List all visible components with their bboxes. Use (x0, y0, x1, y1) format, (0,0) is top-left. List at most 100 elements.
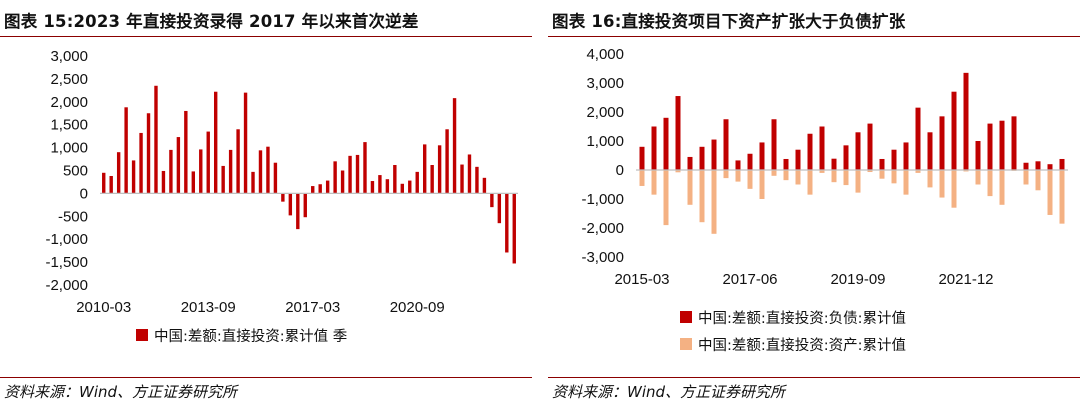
bar (251, 171, 255, 194)
bar (266, 146, 270, 194)
bar (116, 152, 121, 194)
bar (951, 170, 957, 208)
y-tick-label: 2,000 (50, 94, 88, 111)
bar (333, 161, 337, 194)
bar (855, 132, 861, 170)
bar (711, 170, 717, 234)
y-tick-label: 0 (616, 162, 624, 179)
bar (639, 146, 645, 170)
bar (258, 150, 263, 194)
bar (915, 107, 921, 170)
bar (987, 170, 993, 197)
bar (378, 175, 382, 194)
bar (999, 170, 1005, 205)
y-tick-label: 3,000 (586, 75, 624, 92)
bar (939, 170, 945, 198)
bar (699, 146, 705, 170)
chart-title: 图表 15:2023 年直接投资录得 2017 年以来首次逆差 (4, 12, 419, 31)
y-tick-label: 4,000 (586, 46, 624, 63)
bar (975, 141, 981, 170)
bar (131, 160, 136, 194)
x-tick-label: 2019-09 (830, 271, 885, 288)
bar (903, 170, 909, 195)
y-tick-label: -1,500 (45, 254, 88, 271)
bar (951, 91, 957, 170)
bar (1035, 161, 1041, 170)
bar (699, 170, 705, 223)
bar (176, 137, 181, 194)
x-tick-label: 2010-03 (76, 299, 131, 316)
y-tick-label: 0 (80, 185, 88, 202)
bar (1035, 170, 1041, 191)
bar (288, 193, 293, 216)
bar-chart-15: 3,000 2,500 2,000 1,500 1,000 500 0 -500 -1,000 -… (45, 48, 518, 345)
bar (1011, 116, 1017, 170)
bar (236, 129, 240, 194)
source-rule (0, 377, 532, 378)
chart-panel-15: 图表 15:2023 年直接投资录得 2017 年以来首次逆差 3,000 2,5… (0, 0, 532, 404)
chart-panel-16: 图表 16:直接投资项目下资产扩张大于负债扩张 4,000 3,000 2,000 1… (548, 0, 1080, 404)
bar (370, 181, 375, 194)
bar (759, 142, 765, 170)
bar (831, 170, 837, 183)
x-tick-label: 2017-06 (722, 271, 777, 288)
bar (651, 126, 657, 170)
source-note: 资料来源：Wind、方正证券研究所 (552, 383, 786, 401)
bar (482, 177, 487, 194)
bar (1047, 170, 1053, 215)
bar (675, 96, 681, 170)
bar (1047, 164, 1053, 170)
bar (154, 85, 158, 194)
bar (490, 193, 494, 208)
bar (963, 72, 969, 170)
bar (807, 170, 813, 195)
bar (987, 123, 993, 170)
bar (363, 142, 367, 194)
y-tick-label: 3,000 (50, 48, 88, 65)
bar (855, 170, 861, 193)
bar (161, 170, 166, 194)
bar (723, 119, 729, 170)
bar (139, 132, 143, 194)
bar (771, 170, 777, 176)
y-tick-label: 1,000 (50, 140, 88, 157)
x-tick-label: 2013-09 (181, 299, 236, 316)
bar (191, 171, 196, 194)
bar (999, 120, 1005, 170)
x-tick-label: 2017-03 (285, 299, 340, 316)
y-tick-label: 2,000 (586, 104, 624, 121)
bar (927, 170, 933, 188)
bar (1023, 170, 1029, 185)
bar (759, 170, 765, 199)
bar (819, 126, 825, 170)
legend-label: 中国:差额:直接投资:累计值 季 (154, 328, 347, 345)
bar (1023, 162, 1029, 170)
legend-swatch (680, 311, 692, 323)
legend-label: 中国:差额:直接投资:资产:累计值 (698, 337, 906, 354)
bar (355, 154, 360, 194)
bar (903, 142, 909, 170)
bar (867, 170, 873, 173)
y-tick-label: -1,000 (581, 191, 624, 208)
bar (747, 153, 753, 170)
bar (723, 170, 729, 179)
bar (807, 133, 813, 170)
bar (843, 145, 849, 170)
bar (497, 193, 502, 224)
bar (651, 170, 657, 195)
bar (735, 170, 741, 182)
bar (437, 145, 442, 194)
bar (939, 116, 945, 170)
bar (296, 193, 300, 230)
bar (385, 179, 390, 194)
bar (408, 180, 412, 194)
bar (109, 175, 113, 194)
bar (243, 92, 248, 194)
bar (975, 170, 981, 185)
bar (348, 155, 352, 194)
bar (867, 123, 873, 170)
bar (184, 110, 188, 194)
bar (124, 107, 128, 194)
bar (475, 166, 479, 194)
bar (146, 113, 151, 194)
